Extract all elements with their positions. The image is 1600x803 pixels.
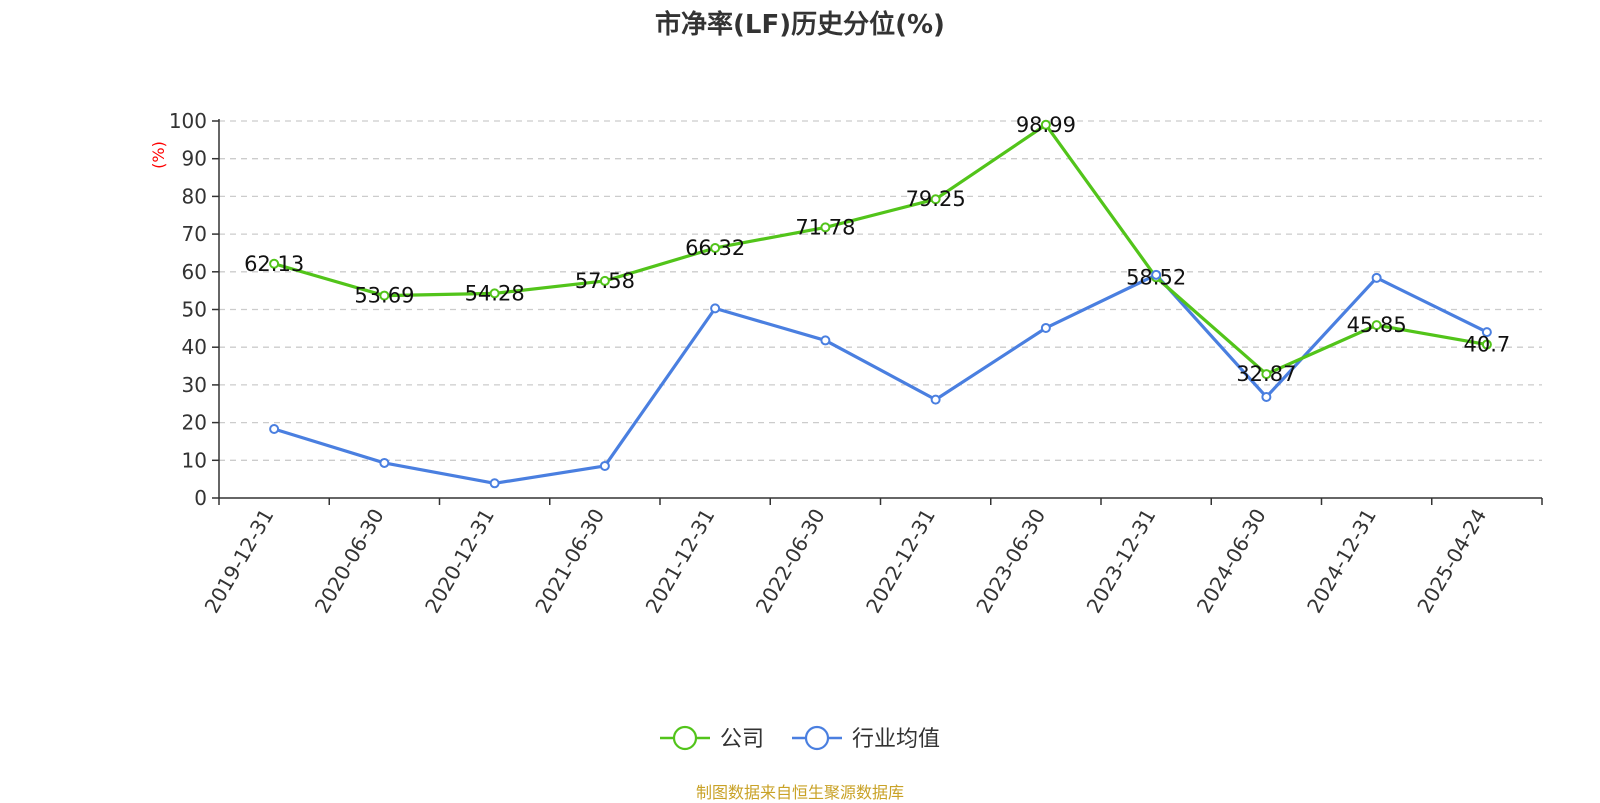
y-axis-label: (%) bbox=[149, 141, 168, 169]
x-tick-label: 2020-12-31 bbox=[420, 505, 499, 618]
data-point[interactable] bbox=[379, 290, 390, 301]
y-tick-label: 20 bbox=[182, 411, 207, 435]
series-line bbox=[273, 273, 1488, 485]
y-tick-label: 90 bbox=[182, 147, 207, 171]
x-tick-label: 2023-12-31 bbox=[1082, 505, 1161, 618]
axes bbox=[218, 119, 1542, 499]
data-label: 98.99 bbox=[1016, 113, 1076, 137]
data-point[interactable] bbox=[1261, 391, 1272, 402]
data-label: 62.13 bbox=[244, 252, 304, 276]
y-tick-label: 10 bbox=[182, 448, 207, 472]
x-tick-label: 2024-06-30 bbox=[1192, 505, 1271, 618]
data-point[interactable] bbox=[820, 222, 831, 233]
y-tick-label: 70 bbox=[182, 222, 207, 246]
data-label: 79.25 bbox=[906, 187, 966, 211]
x-tick-label: 2023-06-30 bbox=[971, 505, 1050, 618]
legend-marker bbox=[804, 725, 830, 751]
data-label: 57.58 bbox=[575, 269, 635, 293]
y-tick-label: 40 bbox=[182, 335, 207, 359]
data-point[interactable] bbox=[1040, 119, 1051, 130]
legend-label: 公司 bbox=[720, 727, 764, 752]
data-point[interactable] bbox=[599, 460, 610, 471]
data-point[interactable] bbox=[489, 478, 500, 489]
data-point[interactable] bbox=[599, 275, 610, 286]
y-tick-label: 100 bbox=[169, 109, 207, 133]
data-labels: 62.13 53.69 54.28 57.58 66.32 71.78 79.25 98.99… bbox=[244, 113, 1510, 386]
y-tick-label: 0 bbox=[194, 486, 207, 510]
x-tick-label: 2022-06-30 bbox=[751, 505, 830, 618]
series-lines bbox=[269, 119, 1492, 489]
data-point[interactable] bbox=[1151, 269, 1162, 280]
gridlines bbox=[219, 120, 1542, 461]
legend-label: 行业均值 bbox=[852, 727, 940, 752]
data-point[interactable] bbox=[379, 457, 390, 468]
y-tick-label: 50 bbox=[182, 298, 207, 322]
data-point[interactable] bbox=[1481, 339, 1492, 350]
data-label: 66.32 bbox=[685, 236, 745, 260]
x-tick-label: 2024-12-31 bbox=[1302, 505, 1381, 618]
data-point[interactable] bbox=[710, 242, 721, 253]
data-point[interactable] bbox=[489, 288, 500, 299]
data-point[interactable] bbox=[1040, 322, 1051, 333]
data-point[interactable] bbox=[930, 394, 941, 405]
data-label: 58.52 bbox=[1126, 265, 1186, 289]
data-label: 53.69 bbox=[354, 284, 414, 308]
data-point[interactable] bbox=[820, 335, 831, 346]
data-point[interactable] bbox=[1371, 320, 1382, 331]
data-label: 32.87 bbox=[1236, 362, 1296, 386]
x-axis-ticks: 2019-12-31 2020-06-30 2020-12-31 2021-06-30… bbox=[200, 498, 1543, 618]
data-label: 71.78 bbox=[795, 215, 855, 239]
series-line bbox=[273, 123, 1488, 376]
legend-item[interactable]: 公司 bbox=[660, 725, 764, 752]
y-tick-label: 30 bbox=[182, 373, 207, 397]
data-point[interactable] bbox=[1481, 327, 1492, 338]
y-tick-label: 80 bbox=[182, 184, 207, 208]
legend[interactable]: 公司 行业均值 bbox=[660, 725, 940, 752]
data-point[interactable] bbox=[1371, 272, 1382, 283]
chart-title: 市净率(LF)历史分位(%) bbox=[655, 10, 945, 40]
x-tick-label: 2019-12-31 bbox=[200, 505, 279, 618]
data-point[interactable] bbox=[710, 303, 721, 314]
y-tick-label: 60 bbox=[182, 260, 207, 284]
x-tick-label: 2021-06-30 bbox=[530, 505, 609, 618]
legend-item[interactable]: 行业均值 bbox=[792, 725, 940, 752]
x-tick-label: 2020-06-30 bbox=[310, 505, 389, 618]
x-tick-label: 2021-12-31 bbox=[641, 505, 720, 618]
data-point[interactable] bbox=[1261, 369, 1272, 380]
legend-marker bbox=[672, 725, 698, 751]
data-label: 54.28 bbox=[465, 281, 525, 305]
data-label: 40.7 bbox=[1463, 333, 1510, 357]
data-point[interactable] bbox=[269, 424, 280, 435]
data-label: 45.85 bbox=[1347, 313, 1407, 337]
data-point[interactable] bbox=[269, 258, 280, 269]
x-tick-label: 2025-04-24 bbox=[1412, 505, 1491, 618]
data-point[interactable] bbox=[930, 194, 941, 205]
y-axis-ticks: 0 10 20 30 40 50 60 70 80 90 100 bbox=[169, 109, 219, 510]
data-source-note: 制图数据来自恒生聚源数据库 bbox=[695, 783, 904, 802]
x-tick-label: 2022-12-31 bbox=[861, 505, 940, 618]
